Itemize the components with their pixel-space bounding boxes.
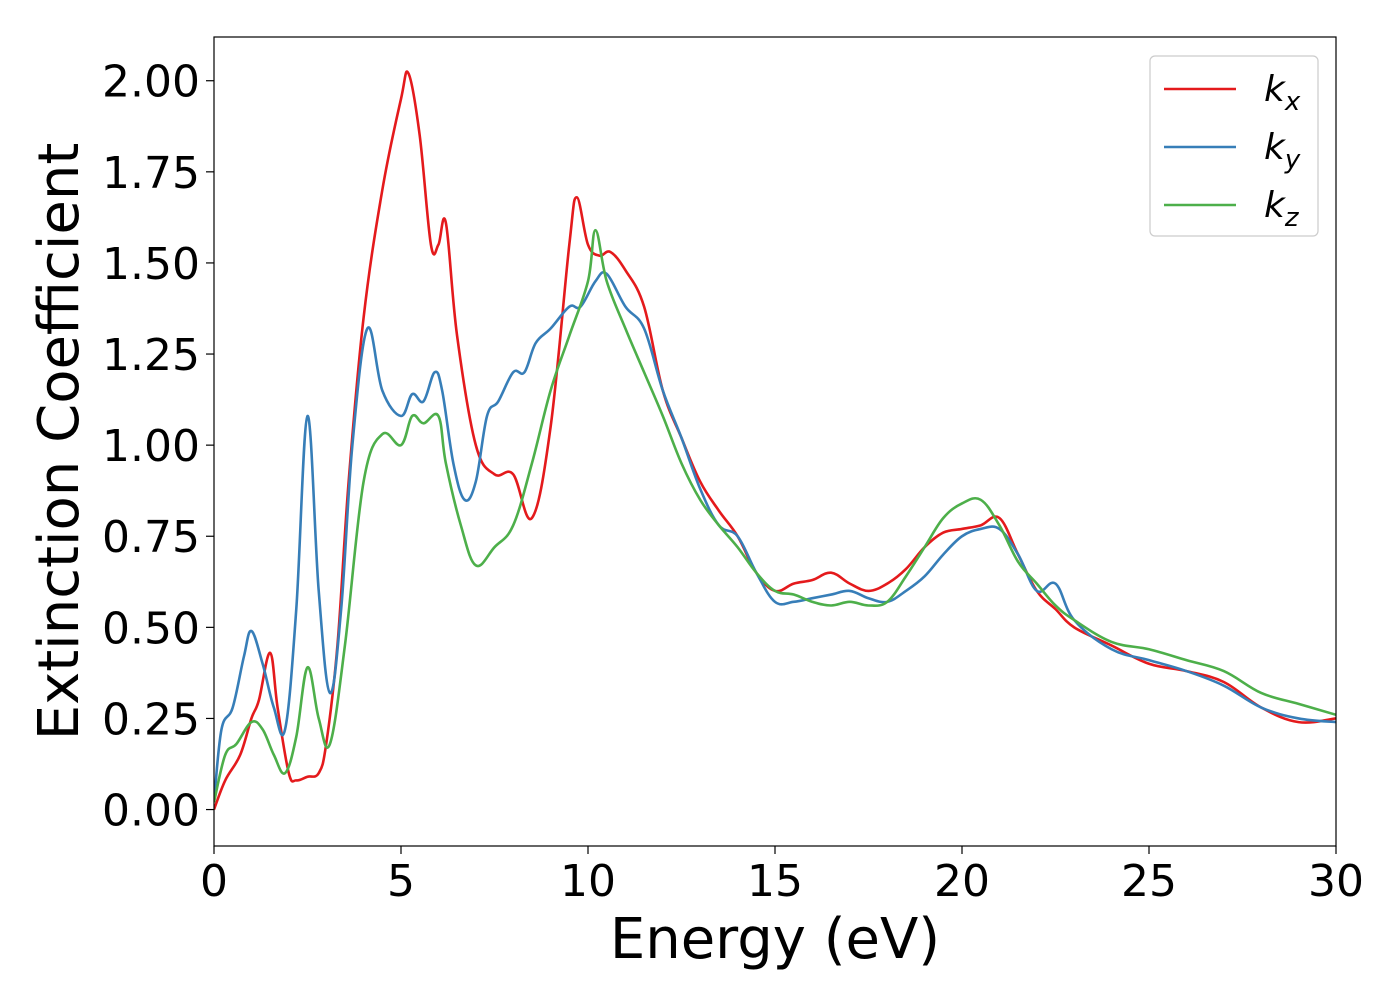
y-tick-label: 2.00 <box>102 57 200 108</box>
y-tick-label: 1.75 <box>102 148 200 199</box>
legend-label-y: ky <box>1264 127 1301 175</box>
x-tick-label: 0 <box>200 856 228 907</box>
y-tick-label: 0.50 <box>102 603 200 654</box>
x-tick-label: 30 <box>1308 856 1364 907</box>
y-tick-label: 1.25 <box>102 330 200 381</box>
legend-label-x: kx <box>1264 69 1301 117</box>
y-tick-label: 1.50 <box>102 239 200 290</box>
series-line-z <box>214 228 1336 803</box>
x-axis-label: Energy (eV) <box>610 907 940 972</box>
y-axis-label: Extinction Coefficient <box>27 143 92 741</box>
x-tick-label: 15 <box>747 856 803 907</box>
legend: kx ky kz <box>1149 55 1319 237</box>
y-tick-label: 1.00 <box>102 421 200 472</box>
x-tick-label: 5 <box>387 856 415 907</box>
x-tick-label: 20 <box>934 856 990 907</box>
x-tick-label: 10 <box>560 856 616 907</box>
x-tick-label: 25 <box>1121 856 1177 907</box>
series-group <box>214 70 1336 811</box>
y-tick-label: 0.00 <box>102 786 200 837</box>
x-axis: 0 5 10 15 20 25 30 <box>200 846 1364 907</box>
y-tick-label: 0.75 <box>102 512 200 563</box>
legend-label-z: kz <box>1264 185 1300 233</box>
y-axis: 0.00 0.25 0.50 0.75 1.00 1.25 1.50 1.75 2.00 <box>102 57 214 837</box>
y-tick-label: 0.25 <box>102 694 200 745</box>
